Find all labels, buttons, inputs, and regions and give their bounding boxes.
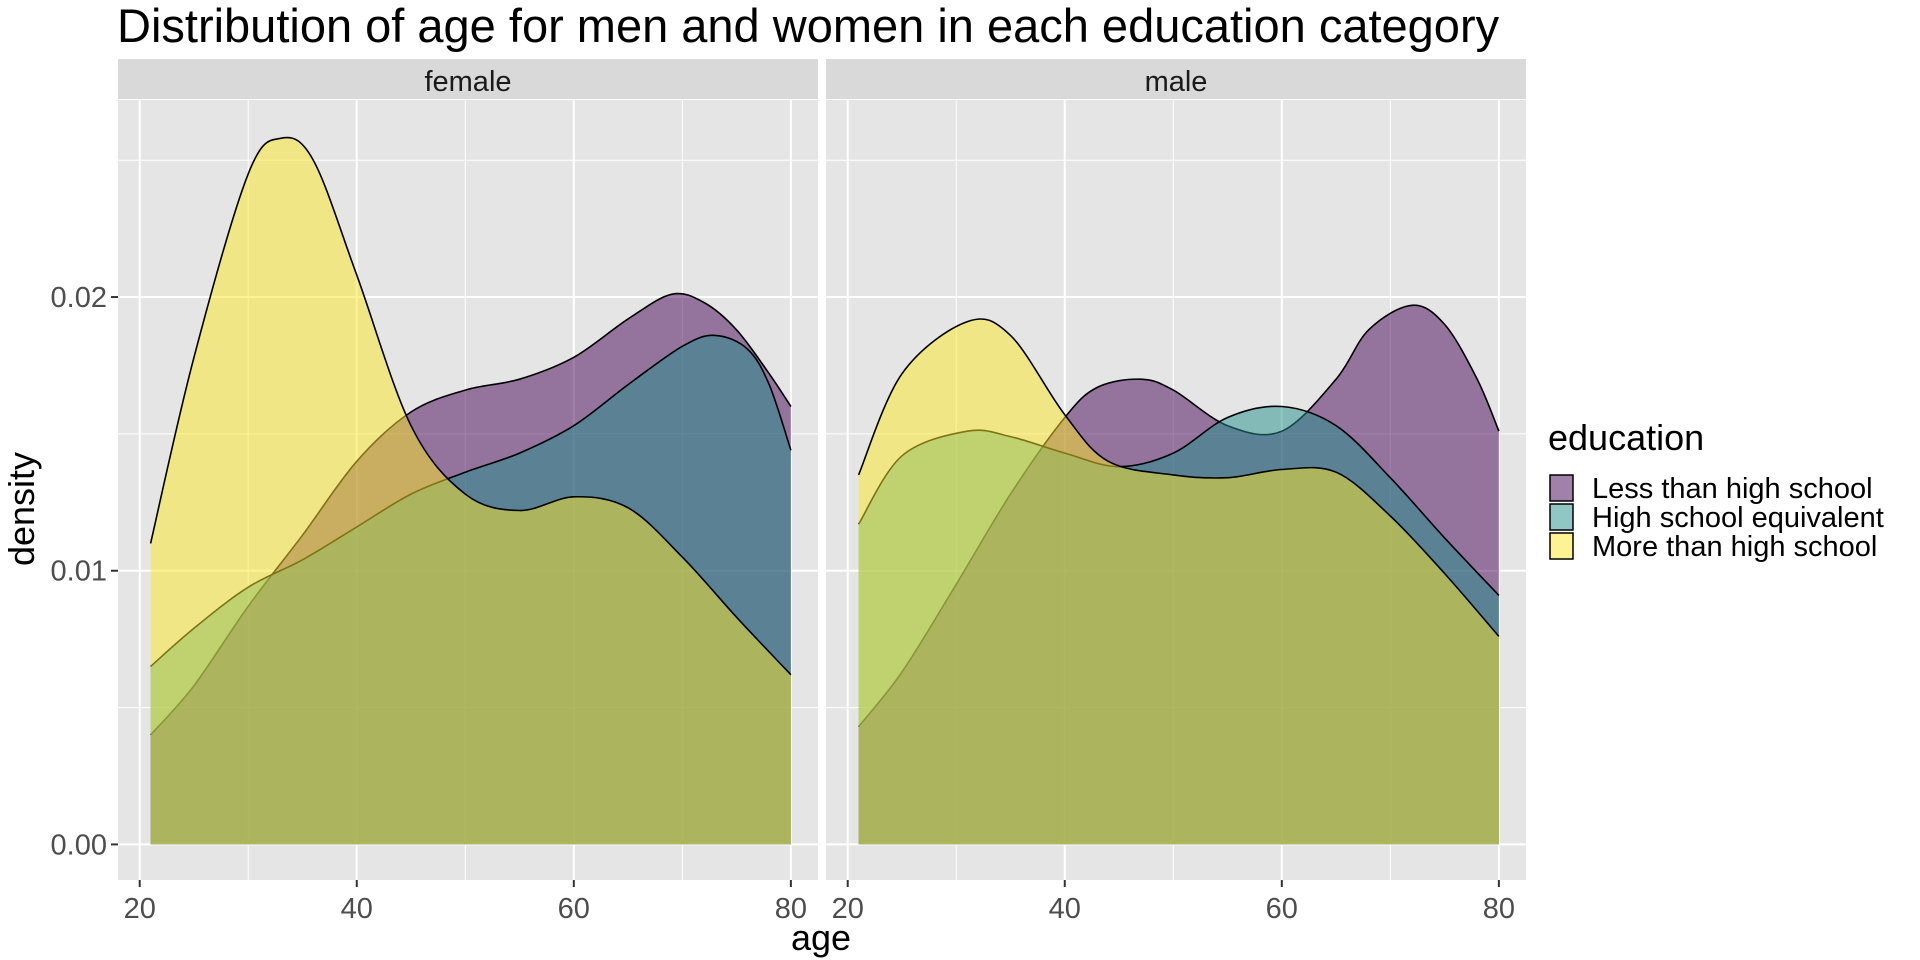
- x-tick-label: 40: [341, 893, 373, 925]
- density-line: [149, 136, 792, 676]
- x-tick-label: 20: [832, 893, 864, 925]
- y-tick-label: 0.00: [51, 829, 107, 861]
- facet-strip: [118, 59, 818, 99]
- y-tick-label: 0.02: [51, 282, 107, 314]
- density-area: [150, 137, 791, 845]
- y-axis-title: density: [1, 452, 42, 566]
- legend-key: [1549, 532, 1574, 560]
- x-tick-label: 60: [558, 893, 590, 925]
- legend-label: Less than high school: [1592, 473, 1873, 505]
- panel-male: male 20 40 60 80: [826, 59, 1526, 925]
- legend-key: [1549, 474, 1574, 502]
- x-tick-label: 40: [1049, 893, 1081, 925]
- legend-label: More than high school: [1592, 531, 1877, 563]
- facet-panels: female 20 40 60 80 0.00 0.01 0.02 male 20 40 60 80: [51, 59, 1526, 925]
- legend-key: [1549, 503, 1574, 531]
- legend-label: High school equivalent: [1592, 502, 1884, 534]
- panel-female: female 20 40 60 80 0.00 0.01 0.02: [51, 59, 818, 925]
- facet-strip: [826, 59, 1526, 99]
- x-tick-label: 20: [124, 893, 156, 925]
- chart-title: Distribution of age for men and women in…: [117, 0, 1500, 52]
- x-axis-title: age: [791, 917, 851, 958]
- x-tick-label: 60: [1266, 893, 1298, 925]
- x-tick-label: 80: [775, 893, 807, 925]
- y-tick-label: 0.01: [51, 556, 107, 588]
- facet-strip-label: male: [1145, 66, 1208, 98]
- density-area: [858, 318, 1499, 845]
- density-line: [857, 318, 1500, 637]
- x-tick-label: 80: [1483, 893, 1515, 925]
- legend-title: education: [1548, 417, 1704, 458]
- facet-strip-label: female: [424, 66, 511, 98]
